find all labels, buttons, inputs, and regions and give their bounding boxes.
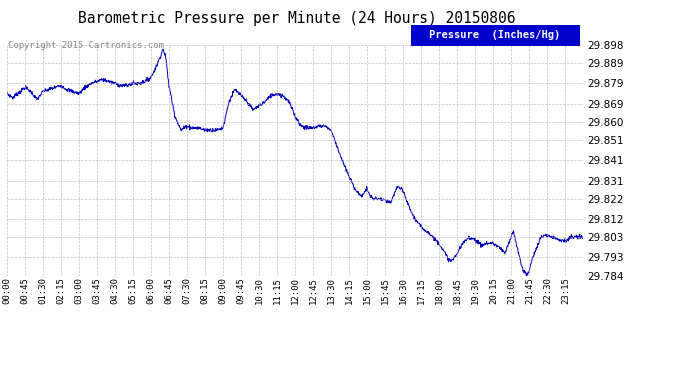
Text: Barometric Pressure per Minute (24 Hours) 20150806: Barometric Pressure per Minute (24 Hours… <box>78 11 515 26</box>
Text: Pressure  (Inches/Hg): Pressure (Inches/Hg) <box>429 30 561 40</box>
Text: Copyright 2015 Cartronics.com: Copyright 2015 Cartronics.com <box>8 41 164 50</box>
